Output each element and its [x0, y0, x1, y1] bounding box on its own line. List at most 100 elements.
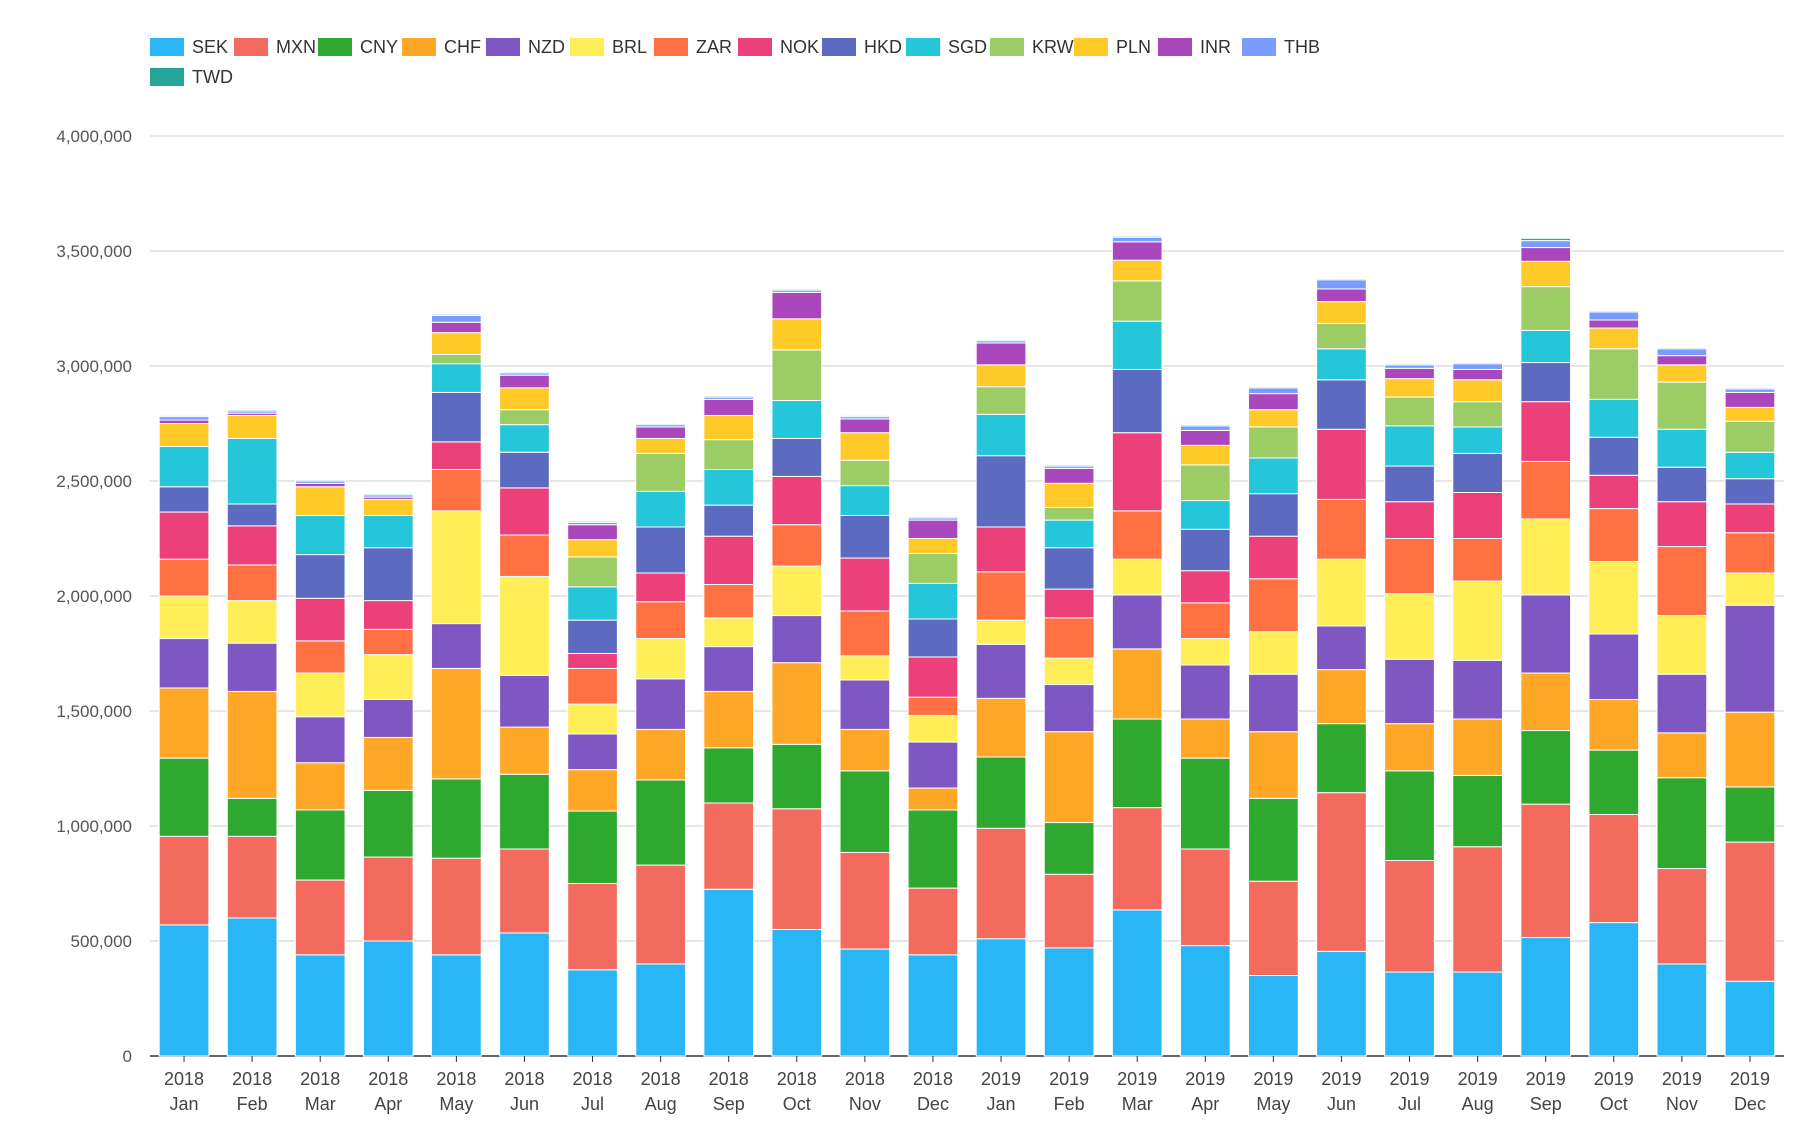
bar-segment-sgd[interactable] — [1452, 426, 1503, 454]
bar-segment-twd[interactable] — [1316, 278, 1367, 281]
bar-segment-hkd[interactable] — [975, 455, 1027, 528]
bar-segment-sek[interactable] — [1316, 950, 1367, 1057]
bar-segment-nok[interactable] — [362, 600, 414, 630]
bar-segment-hkd[interactable] — [362, 547, 414, 602]
bar-segment-mxn[interactable] — [703, 802, 755, 890]
bar-segment-sek[interactable] — [907, 954, 959, 1057]
bar-segment-nok[interactable] — [1656, 501, 1708, 548]
bar-segment-twd[interactable] — [1384, 363, 1435, 366]
bar-segment-hkd[interactable] — [1452, 452, 1503, 493]
legend-item-nzd[interactable]: NZD — [486, 37, 565, 57]
bar-segment-inr[interactable] — [1111, 241, 1163, 261]
bar-segment-hkd[interactable] — [1111, 368, 1163, 434]
bar-segment-brl[interactable] — [1588, 561, 1640, 635]
bar-segment-inr[interactable] — [703, 398, 755, 416]
bar-segment-sek[interactable] — [158, 924, 210, 1057]
bar-segment-pln[interactable] — [1588, 327, 1640, 350]
bar-segment-mxn[interactable] — [1724, 841, 1776, 982]
bar-segment-mxn[interactable] — [839, 851, 891, 950]
bar-segment-sgd[interactable] — [975, 413, 1027, 457]
bar-segment-mxn[interactable] — [1452, 846, 1503, 973]
bar-segment-nok[interactable] — [499, 487, 550, 536]
bar-segment-pln[interactable] — [1452, 379, 1503, 403]
bar-segment-sek[interactable] — [362, 940, 414, 1057]
bar-segment-hkd[interactable] — [158, 486, 210, 513]
bar-segment-nok[interactable] — [1724, 503, 1776, 534]
bar-segment-nzd[interactable] — [362, 699, 414, 738]
bar-segment-thb[interactable] — [1656, 348, 1708, 357]
bar-segment-cny[interactable] — [839, 770, 891, 853]
bar-segment-hkd[interactable] — [1043, 547, 1095, 590]
legend-item-twd[interactable]: TWD — [150, 67, 233, 87]
bar-segment-brl[interactable] — [1248, 631, 1299, 675]
bar-segment-zar[interactable] — [1384, 538, 1435, 595]
bar-segment-cny[interactable] — [1520, 730, 1572, 805]
bar-segment-zar[interactable] — [1316, 498, 1367, 560]
bar-segment-krw[interactable] — [1452, 401, 1503, 428]
legend-item-inr[interactable]: INR — [1158, 37, 1231, 57]
bar-segment-chf[interactable] — [362, 736, 414, 791]
bar-segment-twd[interactable] — [771, 288, 823, 291]
bar-segment-zar[interactable] — [1043, 617, 1095, 659]
bar-segment-sgd[interactable] — [567, 586, 618, 621]
bar-segment-brl[interactable] — [635, 638, 686, 680]
bar-segment-chf[interactable] — [703, 690, 755, 749]
bar-segment-chf[interactable] — [1316, 669, 1367, 725]
bar-segment-zar[interactable] — [635, 601, 686, 640]
bar-segment-mxn[interactable] — [907, 887, 959, 956]
legend-item-sgd[interactable]: SGD — [906, 37, 987, 57]
bar-segment-brl[interactable] — [499, 575, 550, 676]
bar-segment-sgd[interactable] — [1248, 457, 1299, 495]
bar-segment-hkd[interactable] — [703, 504, 755, 537]
bar-segment-twd[interactable] — [975, 339, 1027, 342]
bar-segment-hkd[interactable] — [1316, 379, 1367, 430]
bar-segment-hkd[interactable] — [431, 391, 482, 443]
bar-segment-nok[interactable] — [1043, 588, 1095, 619]
bar-segment-nzd[interactable] — [567, 733, 618, 771]
bar-segment-brl[interactable] — [1179, 638, 1231, 666]
bar-segment-cny[interactable] — [431, 778, 482, 859]
legend-item-mxn[interactable]: MXN — [234, 37, 316, 57]
bar-segment-twd[interactable] — [1111, 235, 1163, 238]
bar-segment-krw[interactable] — [1724, 420, 1776, 453]
bar-segment-sgd[interactable] — [158, 446, 210, 488]
bar-segment-inr[interactable] — [158, 419, 210, 424]
bar-segment-brl[interactable] — [1656, 615, 1708, 675]
legend-item-zar[interactable]: ZAR — [654, 37, 732, 57]
bar-segment-pln[interactable] — [158, 423, 210, 447]
bar-segment-krw[interactable] — [975, 386, 1027, 415]
bar-segment-inr[interactable] — [1248, 393, 1299, 411]
bar-segment-twd[interactable] — [703, 395, 755, 398]
bar-segment-pln[interactable] — [703, 414, 755, 441]
bar-segment-nok[interactable] — [1452, 492, 1503, 539]
bar-segment-sgd[interactable] — [907, 582, 959, 620]
bar-segment-sgd[interactable] — [1179, 500, 1231, 530]
bar-segment-mxn[interactable] — [499, 848, 550, 934]
bar-segment-mxn[interactable] — [1111, 807, 1163, 911]
bar-segment-hkd[interactable] — [1248, 493, 1299, 537]
bar-segment-chf[interactable] — [1384, 723, 1435, 772]
bar-segment-sgd[interactable] — [294, 515, 346, 556]
bar-segment-nzd[interactable] — [1111, 594, 1163, 650]
bar-segment-pln[interactable] — [975, 364, 1027, 388]
bar-segment-sek[interactable] — [703, 888, 755, 1057]
bar-segment-sgd[interactable] — [771, 400, 823, 439]
bar-segment-krw[interactable] — [1520, 286, 1572, 331]
bar-segment-sek[interactable] — [431, 954, 482, 1057]
bar-segment-krw[interactable] — [1043, 506, 1095, 521]
bar-segment-brl[interactable] — [567, 703, 618, 735]
bar-segment-mxn[interactable] — [431, 857, 482, 956]
bar-segment-zar[interactable] — [839, 610, 891, 657]
bar-segment-sek[interactable] — [635, 963, 686, 1057]
bar-segment-sek[interactable] — [1724, 980, 1776, 1057]
bar-segment-cny[interactable] — [158, 757, 210, 837]
bar-segment-sgd[interactable] — [703, 469, 755, 506]
bar-segment-sek[interactable] — [1179, 945, 1231, 1057]
bar-segment-twd[interactable] — [1588, 310, 1640, 313]
bar-segment-nzd[interactable] — [771, 615, 823, 664]
bar-segment-pln[interactable] — [635, 437, 686, 454]
bar-segment-sgd[interactable] — [362, 515, 414, 549]
bar-segment-mxn[interactable] — [1588, 814, 1640, 924]
bar-segment-twd[interactable] — [635, 423, 686, 426]
bar-segment-nok[interactable] — [158, 511, 210, 560]
